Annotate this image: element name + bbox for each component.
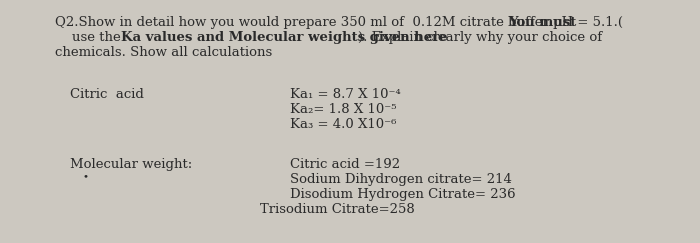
Text: Molecular weight:: Molecular weight: [70,158,192,171]
Text: use the: use the [55,31,125,44]
Text: Ka₂= 1.8 X 10⁻⁵: Ka₂= 1.8 X 10⁻⁵ [290,103,396,116]
Text: chemicals. Show all calculations: chemicals. Show all calculations [55,46,272,59]
Text: Ka₃ = 4.0 X10⁻⁶: Ka₃ = 4.0 X10⁻⁶ [290,118,396,131]
Text: Citric  acid: Citric acid [70,88,144,101]
Text: ). Explain clearly why your choice of: ). Explain clearly why your choice of [358,31,602,44]
Text: You must: You must [508,16,576,29]
Text: Citric acid =192: Citric acid =192 [290,158,400,171]
Text: Disodium Hydrogen Citrate= 236: Disodium Hydrogen Citrate= 236 [290,188,516,201]
Text: Sodium Dihydrogen citrate= 214: Sodium Dihydrogen citrate= 214 [290,173,512,186]
Text: Trisodium Citrate=258: Trisodium Citrate=258 [260,203,414,216]
Text: Q2.Show in detail how you would prepare 350 ml of  0.12M citrate buffer pH = 5.1: Q2.Show in detail how you would prepare … [55,16,623,29]
Text: Ka values and Molecular weights given here: Ka values and Molecular weights given he… [121,31,448,44]
Text: •: • [82,172,88,181]
Text: Ka₁ = 8.7 X 10⁻⁴: Ka₁ = 8.7 X 10⁻⁴ [290,88,400,101]
